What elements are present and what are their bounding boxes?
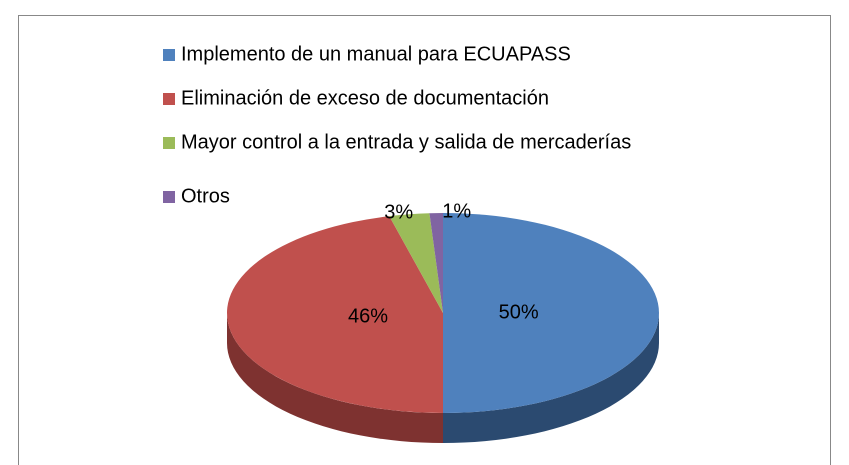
pie-sides	[227, 313, 659, 443]
legend-swatch	[163, 93, 175, 105]
legend-label: Mayor control a la entrada y salida de m…	[181, 131, 631, 153]
pie-side	[227, 313, 443, 443]
pie-slice	[429, 213, 443, 313]
legend-label: Otros	[181, 185, 230, 207]
pie-slice	[443, 213, 659, 413]
legend-swatch	[163, 137, 175, 149]
legend-label: Eliminación de exceso de documentación	[181, 87, 549, 109]
pie-side	[443, 313, 659, 443]
pie-tops	[226, 213, 659, 413]
pie-slice	[226, 216, 443, 413]
pie-slice	[389, 213, 443, 313]
labels: 50% 46% 3% 1%	[348, 200, 539, 327]
legend-swatch	[163, 49, 175, 61]
legend: Implemento de un manual para ECUAPASS Eli…	[163, 43, 631, 207]
data-label: 50%	[499, 301, 539, 323]
legend-swatch	[163, 191, 175, 203]
data-label: 3%	[384, 202, 413, 224]
data-label: 46%	[348, 306, 388, 328]
legend-label: Implemento de un manual para ECUAPASS	[181, 43, 571, 65]
chart-frame	[18, 15, 831, 465]
data-label: 1%	[442, 200, 471, 222]
